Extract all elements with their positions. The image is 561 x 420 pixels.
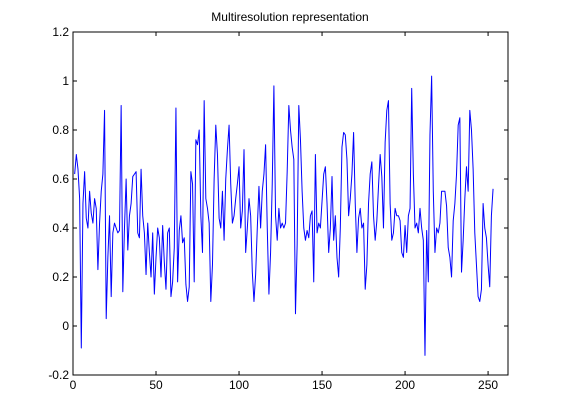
series-line	[74, 75, 494, 356]
chart-title: Multiresolution representation	[211, 10, 368, 24]
y-tick-label: 0.4	[52, 221, 69, 235]
y-tick-label: 1.2	[52, 25, 69, 39]
x-tick-label: 100	[229, 378, 249, 392]
plot-area	[72, 31, 509, 376]
y-tick-label: 0	[62, 319, 69, 333]
x-tick-label: 150	[312, 378, 332, 392]
x-tick-label: 250	[478, 378, 498, 392]
series-layer	[74, 75, 494, 356]
ticks-layer: 0 50 100 150 200 250-0.200.20.40.60.811.2	[48, 25, 508, 392]
y-tick-label: -0.2	[48, 368, 69, 382]
x-tick-label: 200	[395, 378, 415, 392]
x-tick-label: 0	[70, 378, 77, 392]
y-tick-label: 0.8	[52, 123, 69, 137]
y-tick-label: 0.6	[52, 172, 69, 186]
y-tick-label: 1	[62, 74, 69, 88]
y-tick-label: 0.2	[52, 270, 69, 284]
x-tick-label: 50	[149, 378, 163, 392]
